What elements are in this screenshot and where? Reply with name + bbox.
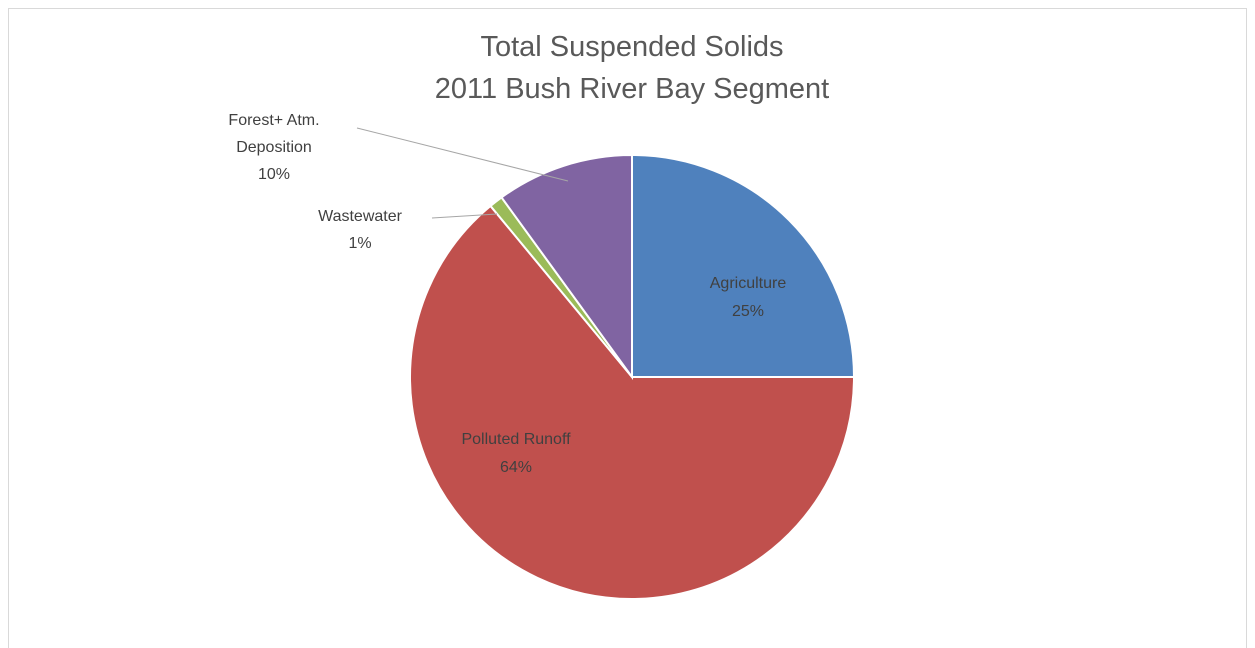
leader-lines: [356, 127, 569, 219]
leader-line-forest-atm-deposition: [356, 127, 569, 182]
slice-label-agriculture: Agriculture: [710, 275, 787, 292]
leader-line-wastewater: [431, 213, 498, 219]
pie-slice-agriculture: [631, 153, 856, 378]
slice-label-forest-atm-deposition: Deposition: [236, 139, 312, 156]
slice-label-wastewater: Wastewater: [318, 208, 403, 225]
pie-slice-forest-atm-deposition: [500, 153, 633, 381]
slice-percent-agriculture: 25%: [732, 303, 764, 320]
slice-label-polluted-runoff: Polluted Runoff: [461, 431, 571, 448]
slice-label-forest-atm-deposition: Forest+ Atm.: [228, 112, 319, 129]
slice-percent-forest-atm-deposition: 10%: [258, 166, 290, 183]
pie-slice-polluted-runoff: [409, 204, 856, 600]
chart-title-line-1: Total Suspended Solids: [480, 31, 783, 63]
slice-percent-polluted-runoff: 64%: [500, 459, 532, 476]
slice-labels: Agriculture 25% Polluted Runoff 64% Wastewat…: [228, 112, 786, 476]
slice-percent-wastewater: 1%: [348, 235, 371, 252]
pie-slices: [409, 153, 856, 600]
chart-title-line-2: 2011 Bush River Bay Segment: [435, 73, 829, 105]
